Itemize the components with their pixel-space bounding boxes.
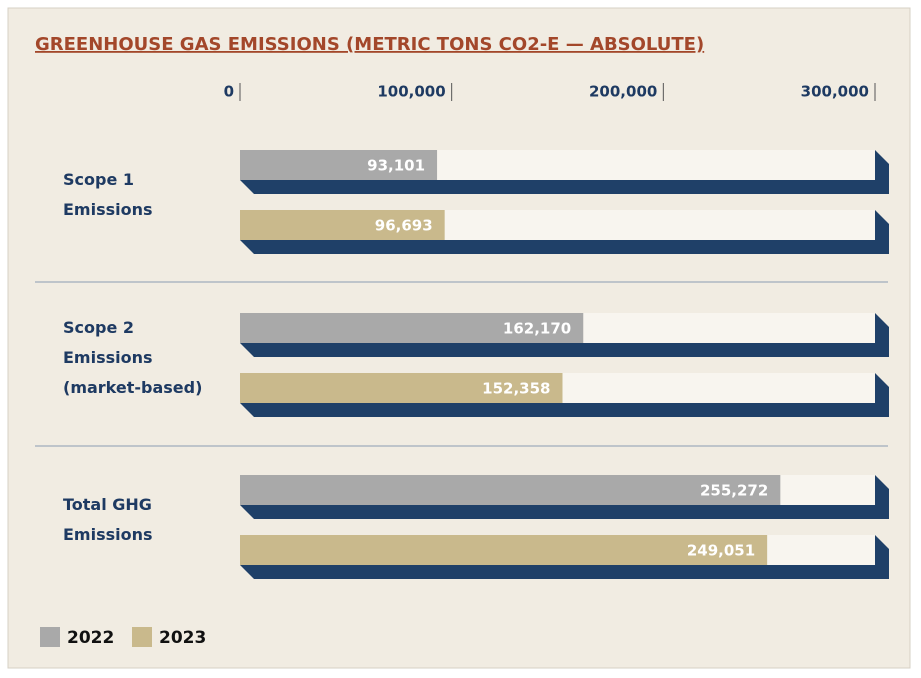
bar [240,475,781,505]
bar [240,313,584,343]
bar [240,373,563,403]
x-tick-label: 300,000 [801,83,869,101]
x-tick-label: 100,000 [377,83,445,101]
chart-title: GREENHOUSE GAS EMISSIONS (METRIC TONS CO… [35,34,704,55]
legend-label: 2023 [159,628,206,648]
legend-swatch [132,627,152,647]
x-tick-label: 0 [224,83,234,101]
value-label: 93,101 [367,157,425,175]
value-label: 255,272 [700,482,768,500]
category-label: Total GHG Emissions [63,495,153,544]
value-label: 249,051 [687,542,755,560]
legend-label: 2022 [67,628,114,648]
bar [240,210,445,240]
value-label: 152,358 [482,380,550,398]
bar [240,535,768,565]
category-label: Scope 1 Emissions [63,170,153,219]
legend-swatch [40,627,60,647]
x-tick-label: 200,000 [589,83,657,101]
bar [240,150,438,180]
category-label: Scope 2 Emissions (market-based) [63,318,203,397]
value-label: 96,693 [375,217,433,235]
value-label: 162,170 [503,320,571,338]
